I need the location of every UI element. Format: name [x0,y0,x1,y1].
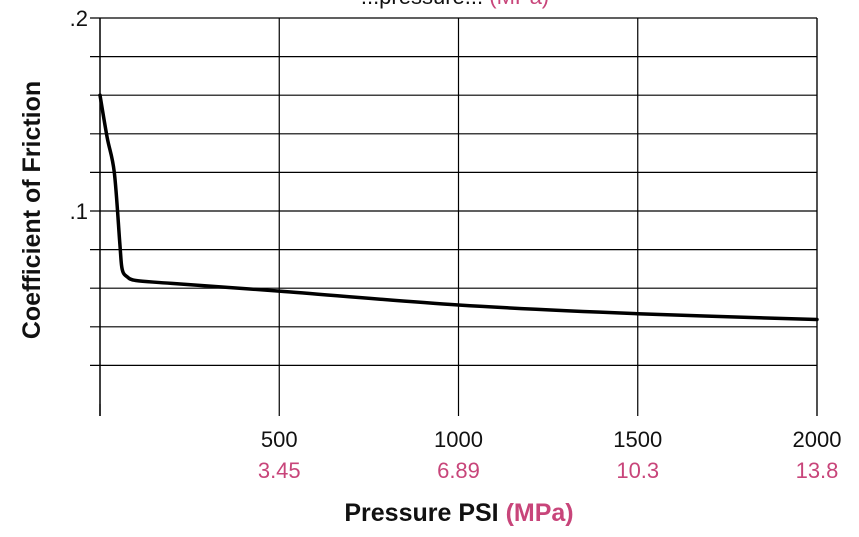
title-black-text: ...pressure... [361,0,483,9]
y-tick-label: .1 [70,199,88,224]
x-tick-label: 1500 [613,427,662,452]
friction-curve [98,93,819,322]
x-tick-label-mpa: 13.8 [796,458,839,483]
x-tick-label: 1000 [434,427,483,452]
x-tick-label-mpa: 10.3 [616,458,659,483]
x-axis-title-main: Pressure PSI [344,499,498,527]
x-tick-label-mpa: 3.45 [258,458,301,483]
title-accent-text: (MPa) [489,0,549,9]
tick-labels: 500 3.45 1000 6.89 1500 10.3 2000 13.8 .2 .1 [70,6,842,483]
x-tick-label-mpa: 6.89 [437,458,480,483]
y-tick-label: .2 [70,6,88,31]
y-axis-title: Coefficient of Friction [18,81,46,339]
x-axis-title: Pressure PSI (MPa) [344,499,573,527]
plot-area [98,93,819,322]
axes [99,18,818,416]
grid-lines [90,17,818,416]
chart-title-partial: ...pressure... (MPa) [361,0,549,9]
x-tick-label: 500 [261,427,298,452]
x-tick-label: 2000 [793,427,842,452]
x-axis-title-accent: (MPa) [506,499,574,527]
